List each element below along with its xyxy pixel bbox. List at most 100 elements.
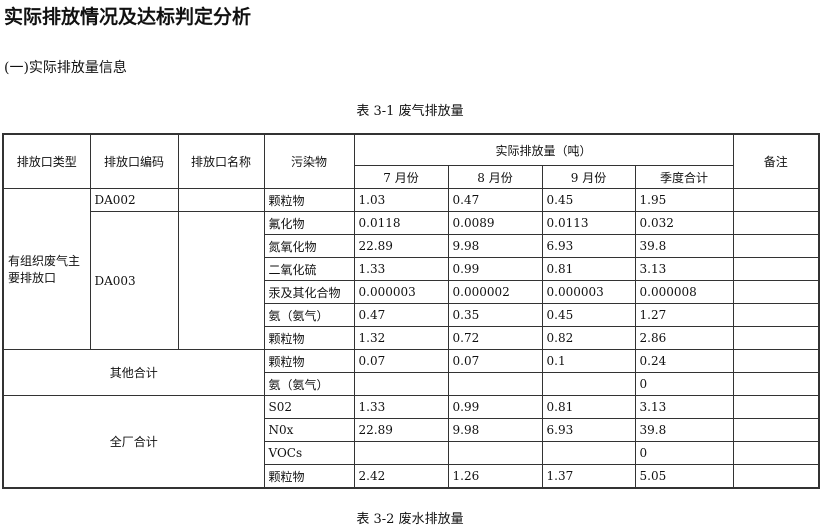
month-value: 0.82: [541, 326, 636, 350]
table-row: 颗粒物 1.32 0.72 0.82 2.86: [3, 326, 820, 350]
month-value: 1.37: [541, 464, 636, 489]
outlet-code: DA003: [89, 211, 179, 350]
month-value: 9.98: [447, 234, 543, 258]
month-value: 22.89: [353, 418, 449, 442]
plant-total-label: 全厂合计: [2, 395, 265, 489]
month-value: 0.1: [541, 349, 636, 373]
pollutant-cell: 氨（氨气）: [263, 303, 355, 327]
header-actual: 实际排放量（吨）: [353, 133, 734, 166]
quarter-total-value: 0.000008: [634, 280, 734, 304]
pollutant-cell: 二氧化硫: [263, 257, 355, 281]
table-row: 氮氧化物 22.89 9.98 6.93 39.8: [3, 234, 820, 258]
quarter-total-value: 1.95: [634, 188, 734, 212]
month-value: [353, 441, 449, 465]
table-caption: 表 3-2 废水排放量: [356, 512, 464, 527]
pollutant-cell: 颗粒物: [263, 464, 355, 489]
month-value: [541, 372, 636, 396]
month-value: 6.93: [541, 234, 636, 258]
remark-cell: [732, 441, 820, 465]
month-value: 0.81: [541, 395, 636, 419]
month-value: 0.000003: [353, 280, 449, 304]
table-row: 其他合计 颗粒物 0.07 0.07 0.1 0.24: [2, 349, 820, 396]
remark-cell: [732, 349, 820, 373]
month-value: 0.45: [541, 303, 636, 327]
table-row: 有组织废气主要排放口 DA002 颗粒物 1.03 0.47 0.45 1.95: [2, 188, 820, 350]
table-row: VOCs 0: [3, 441, 820, 465]
quarter-total-value: 3.13: [634, 395, 734, 419]
remark-cell: [732, 326, 820, 350]
quarter-total-value: 0: [634, 372, 734, 396]
month-value: 0.000003: [541, 280, 636, 304]
quarter-total-value: 1.27: [634, 303, 734, 327]
remark-cell: [732, 372, 820, 396]
quarter-total-value: 39.8: [634, 418, 734, 442]
other-total-label: 其他合计: [2, 349, 265, 396]
month-value: [447, 441, 543, 465]
pollutant-cell: 颗粒物: [263, 188, 355, 212]
month-value: 0.47: [447, 188, 543, 212]
remark-cell: [732, 280, 820, 304]
table-row: 颗粒物 2.42 1.26 1.37 5.05: [3, 464, 820, 489]
outlet-name: [177, 211, 265, 350]
pollutant-cell: 氟化物: [263, 211, 355, 235]
outlet-name: [177, 188, 265, 212]
pollutant-cell: N0x: [263, 418, 355, 442]
month-value: [353, 372, 449, 396]
month-value: 2.42: [353, 464, 449, 489]
month-value: 0.0118: [353, 211, 449, 235]
header-pollutant: 污染物: [263, 133, 355, 189]
month-value: 9.98: [447, 418, 543, 442]
section-title: 实际排放情况及达标判定分析: [4, 6, 252, 28]
month-value: 0.81: [541, 257, 636, 281]
quarter-total-value: 0: [634, 441, 734, 465]
month-value: [447, 372, 543, 396]
quarter-total-value: 0.032: [634, 211, 734, 235]
table-caption: 表 3-1 废气排放量: [356, 104, 464, 119]
month-value: 22.89: [353, 234, 449, 258]
month-value: 1.32: [353, 326, 449, 350]
quarter-total-value: 3.13: [634, 257, 734, 281]
month-value: 1.03: [353, 188, 449, 212]
month-value: 0.72: [447, 326, 543, 350]
remark-cell: [732, 418, 820, 442]
month-value: 1.26: [447, 464, 543, 489]
table-row: 二氧化硫 1.33 0.99 0.81 3.13: [3, 257, 820, 281]
table-row: DA003 氟化物 0.0118 0.0089 0.0113 0.032: [3, 211, 820, 350]
table-row: 氨（氨气） 0.47 0.35 0.45 1.27: [3, 303, 820, 327]
emission-table: 排放口类型 排放口编码 排放口名称 污染物 实际排放量（吨） 备注 7 月份 8…: [2, 133, 820, 489]
pollutant-cell: S02: [263, 395, 355, 419]
remark-cell: [732, 395, 820, 419]
header-code: 排放口编码: [89, 133, 179, 189]
header-name: 排放口名称: [177, 133, 265, 189]
header-month: 9 月份: [541, 165, 636, 189]
header-month: 8 月份: [447, 165, 543, 189]
month-value: 0.35: [447, 303, 543, 327]
remark-cell: [732, 464, 820, 489]
remark-cell: [732, 211, 820, 235]
month-value: 0.45: [541, 188, 636, 212]
remark-cell: [732, 257, 820, 281]
month-value: 0.47: [353, 303, 449, 327]
header-month: 7 月份: [353, 165, 449, 189]
quarter-total-value: 0.24: [634, 349, 734, 373]
pollutant-cell: 颗粒物: [263, 326, 355, 350]
pollutant-cell: 颗粒物: [263, 349, 355, 373]
subsection-title: (一)实际排放量信息: [4, 60, 127, 76]
quarter-total-value: 39.8: [634, 234, 734, 258]
remark-cell: [732, 188, 820, 212]
month-value: [541, 441, 636, 465]
header-row: 排放口类型 排放口编码 排放口名称 污染物 实际排放量（吨） 备注: [2, 133, 820, 189]
header-remark: 备注: [732, 133, 820, 189]
outlet-code: DA002: [89, 188, 179, 212]
pollutant-cell: 汞及其化合物: [263, 280, 355, 304]
pollutant-cell: 氨（氨气）: [263, 372, 355, 396]
pollutant-cell: VOCs: [263, 441, 355, 465]
month-value: 0.07: [447, 349, 543, 373]
pollutant-cell: 氮氧化物: [263, 234, 355, 258]
month-value: 0.000002: [447, 280, 543, 304]
header-type: 排放口类型: [2, 133, 91, 189]
month-value: 1.33: [353, 395, 449, 419]
quarter-total-value: 2.86: [634, 326, 734, 350]
header-row: 7 月份 8 月份 9 月份 季度合计: [3, 165, 819, 189]
remark-cell: [732, 303, 820, 327]
